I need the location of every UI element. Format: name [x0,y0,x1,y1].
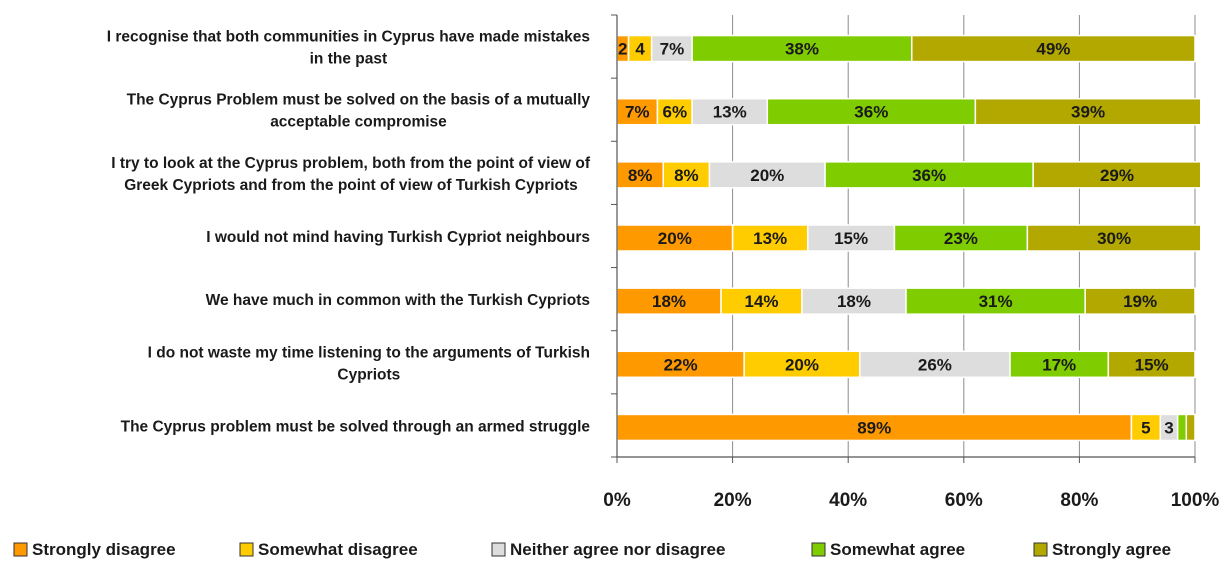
category-label: I recognise that both communities in Cyp… [107,29,590,46]
bar-data-label: 7% [625,103,650,122]
category-label: acceptable compromise [270,114,447,131]
legend-label: Somewhat disagree [258,540,418,559]
category-label: Cypriots [337,366,400,383]
bar-data-label: 20% [658,229,692,248]
x-tick-label: 0% [603,490,631,511]
x-tick-label: 20% [714,490,752,511]
bar-data-label: 4 [635,40,645,59]
legend-swatch [1034,543,1047,556]
bar-data-label: 5 [1141,418,1150,437]
bar-data-label: 6% [663,103,688,122]
bar-data-label: 15% [834,229,868,248]
bar-data-label: 36% [854,103,888,122]
category-label: I do not waste my time listening to the … [148,344,590,361]
category-label: The Cyprus Problem must be solved on the… [127,92,591,109]
bar-data-label: 36% [912,166,946,185]
bar-segment [1178,414,1187,440]
category-label: in the past [310,51,388,68]
bar-data-label: 8% [674,166,699,185]
category-label: Greek Cypriots and from the point of vie… [124,177,578,194]
legend-swatch [812,543,825,556]
x-tick-label: 60% [945,490,983,511]
bar-data-label: 7% [660,40,685,59]
legend-swatch [14,543,27,556]
bar-data-label: 18% [652,292,686,311]
bar-data-label: 29% [1100,166,1134,185]
category-label: I would not mind having Turkish Cypriot … [206,229,590,246]
bar-data-label: 20% [750,166,784,185]
bar-data-label: 2 [618,40,627,59]
x-tick-label: 80% [1060,490,1098,511]
bar-data-label: 18% [837,292,871,311]
bar-data-label: 30% [1097,229,1131,248]
legend-label: Somewhat agree [830,540,965,559]
legend-label: Strongly agree [1052,540,1171,559]
bar-data-label: 19% [1123,292,1157,311]
x-tick-label: 100% [1171,490,1220,511]
bar-data-label: 13% [713,103,747,122]
bar-data-label: 15% [1135,355,1169,374]
bar-data-label: 49% [1036,40,1070,59]
bar-data-label: 89% [857,418,891,437]
bar-data-label: 39% [1071,103,1105,122]
legend-swatch [492,543,505,556]
bar-data-label: 22% [664,355,698,374]
bar-data-label: 23% [944,229,978,248]
category-label: We have much in common with the Turkish … [206,292,590,309]
category-label: The Cyprus problem must be solved throug… [121,418,591,435]
bar-data-label: 20% [785,355,819,374]
bar-data-label: 26% [918,355,952,374]
category-label: I try to look at the Cyprus problem, bot… [111,155,591,172]
bar-data-label: 8% [628,166,653,185]
bar-data-label: 14% [744,292,778,311]
bar-data-label: 3 [1164,418,1173,437]
bar-data-label: 13% [753,229,787,248]
bar-segment [1186,414,1195,440]
bar-data-label: 17% [1042,355,1076,374]
x-tick-label: 40% [829,490,867,511]
legend-label: Neither agree nor disagree [510,540,725,559]
legend-swatch [240,543,253,556]
legend-label: Strongly disagree [32,540,176,559]
bar-data-label: 38% [785,40,819,59]
bar-data-label: 31% [979,292,1013,311]
